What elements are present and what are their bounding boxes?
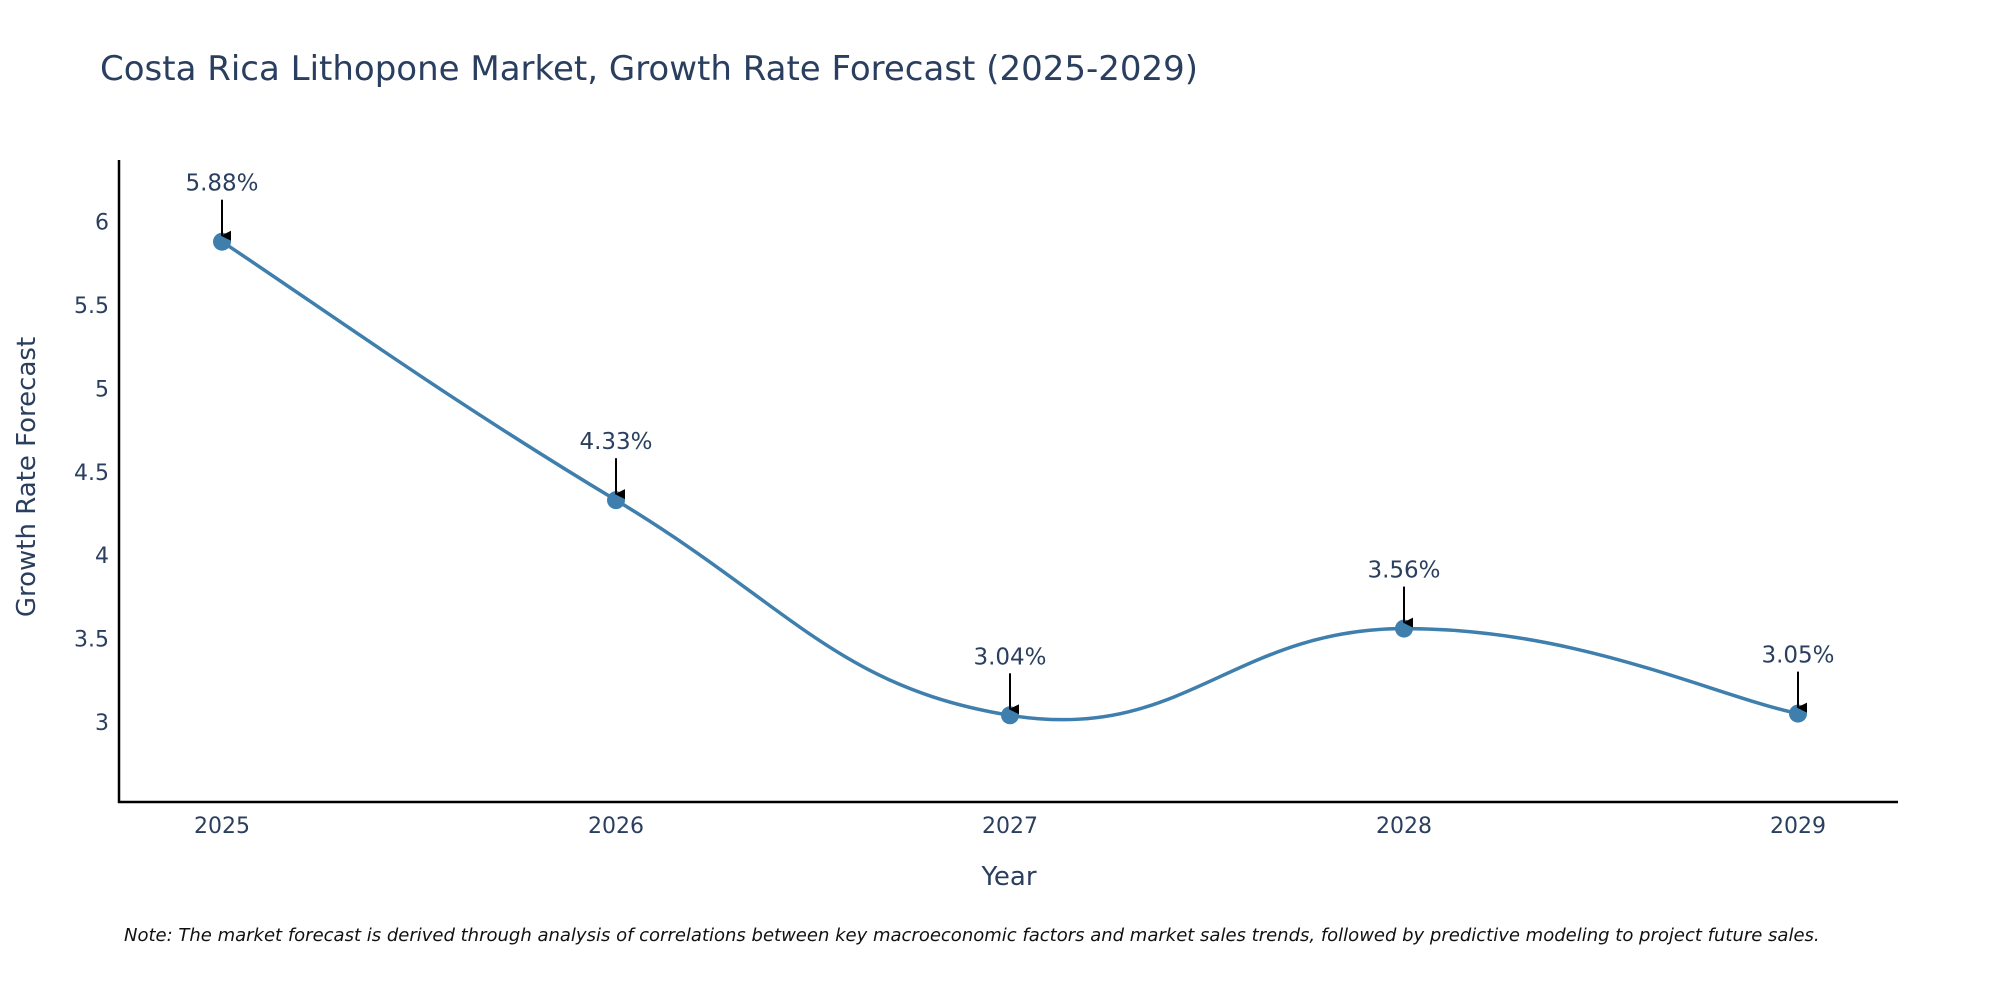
y-tick-label: 3.5 — [74, 628, 109, 653]
data-label: 5.88% — [185, 171, 258, 197]
x-tick-label: 2025 — [194, 814, 250, 839]
data-label: 3.56% — [1367, 558, 1440, 584]
y-axis-title: Growth Rate Forecast — [12, 337, 42, 617]
x-tick-label: 2029 — [1770, 814, 1826, 839]
data-label: 3.04% — [973, 644, 1046, 670]
x-tick-label: 2028 — [1376, 814, 1432, 839]
y-tick-label: 4 — [95, 544, 109, 569]
y-tick-label: 3 — [95, 711, 109, 736]
x-axis-title: Year — [980, 862, 1036, 892]
x-axis: 2025 2026 2027 2028 2029 — [118, 800, 1898, 839]
chart-title: Costa Rica Lithopone Market, Growth Rate… — [100, 49, 1198, 89]
y-tick-label: 6 — [95, 211, 109, 236]
y-tick-label: 5.5 — [74, 294, 109, 319]
x-tick-label: 2026 — [588, 814, 644, 839]
data-label: 4.33% — [579, 429, 652, 455]
y-tick-label: 4.5 — [74, 461, 109, 486]
x-tick-label: 2027 — [982, 814, 1038, 839]
data-label: 3.05% — [1761, 643, 1834, 669]
y-tick-label: 5 — [95, 377, 109, 402]
data-annotations: 5.88% 4.33% 3.04% 3.56% 3.05% — [185, 171, 1835, 715]
forecast-note: Note: The market forecast is derived thr… — [124, 925, 1820, 946]
y-axis: 3 3.5 4 4.5 5 5.5 6 — [74, 160, 121, 803]
